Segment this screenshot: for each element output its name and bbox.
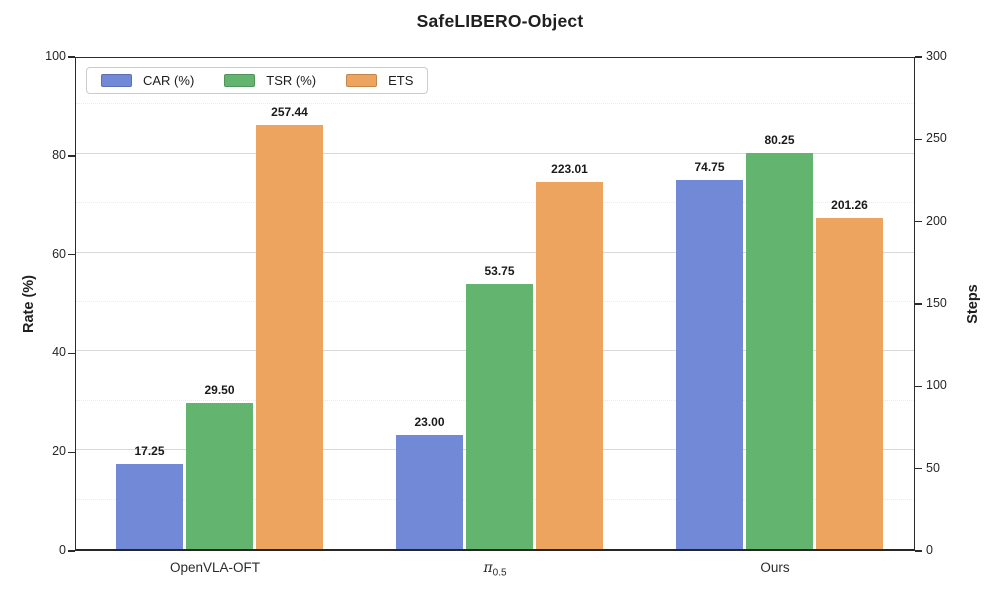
legend-item: ETS bbox=[346, 73, 413, 88]
ytick-label: 250 bbox=[926, 131, 947, 146]
legend-swatch bbox=[346, 74, 378, 87]
major-gridline bbox=[76, 152, 914, 154]
ytick-label: 50 bbox=[926, 460, 940, 475]
ytick-label: 150 bbox=[926, 296, 947, 310]
bar-tsr-1 bbox=[466, 283, 533, 549]
ytick-label: 20 bbox=[52, 444, 66, 459]
bar-value-label: 17.25 bbox=[134, 443, 165, 458]
ytick-label: 100 bbox=[45, 49, 66, 63]
ytick-label: 60 bbox=[52, 246, 66, 261]
plot-area: 17.25 23.00 74.75 29.50 53.75 80.25 257.44 223.… bbox=[75, 57, 915, 551]
xtick-label: OpenVLA-OFT bbox=[169, 560, 261, 575]
tick-mark bbox=[68, 253, 75, 256]
bar-value-label: 257.44 bbox=[271, 105, 308, 120]
major-gridline bbox=[76, 251, 914, 253]
tick-mark bbox=[68, 550, 75, 552]
tick-mark bbox=[68, 352, 75, 355]
bar-ets-0 bbox=[256, 125, 323, 549]
legend-swatch bbox=[101, 74, 132, 87]
ytick-label: 200 bbox=[926, 213, 947, 228]
bar-car-0 bbox=[116, 463, 183, 549]
bar-value-label: 53.75 bbox=[484, 263, 515, 278]
bar-value-label: 29.50 bbox=[204, 383, 235, 398]
bar-car-2 bbox=[676, 179, 743, 549]
ytick-label: 100 bbox=[926, 378, 947, 393]
tick-mark bbox=[68, 56, 75, 58]
bar-car-1 bbox=[396, 435, 463, 549]
bar-ets-2 bbox=[816, 217, 883, 549]
legend-label: TSR (%) bbox=[266, 73, 317, 88]
ytick-label: 80 bbox=[52, 147, 66, 162]
xtick-label: Ours bbox=[760, 560, 790, 575]
tick-mark bbox=[915, 550, 922, 552]
tick-mark bbox=[915, 467, 922, 470]
bar-value-label: 201.26 bbox=[831, 197, 868, 212]
legend-item: CAR (%) bbox=[101, 73, 194, 88]
legend: CAR (%) TSR (%) ETS bbox=[86, 67, 429, 94]
xtick-label: π0.5 bbox=[483, 560, 507, 579]
bar-value-label: 74.75 bbox=[694, 159, 725, 174]
chart-title: SafeLIBERO-Object bbox=[416, 11, 584, 31]
legend-label: ETS bbox=[388, 73, 414, 88]
bar-value-label: 223.01 bbox=[551, 161, 588, 176]
ytick-label: 300 bbox=[926, 49, 947, 63]
left-axis-title: Rate (%) bbox=[21, 274, 37, 334]
bar-value-label: 80.25 bbox=[764, 132, 795, 147]
tick-mark bbox=[915, 56, 922, 58]
bar-value-label: 23.00 bbox=[414, 415, 445, 430]
ytick-label: 0 bbox=[926, 543, 933, 557]
tick-mark bbox=[915, 385, 922, 388]
bar-ets-1 bbox=[536, 181, 603, 549]
tick-mark bbox=[915, 220, 922, 223]
minor-gridline bbox=[76, 202, 914, 204]
legend-label: CAR (%) bbox=[143, 73, 195, 88]
tick-mark bbox=[915, 138, 922, 141]
tick-mark bbox=[915, 303, 922, 305]
tick-mark bbox=[68, 451, 75, 453]
legend-item: TSR (%) bbox=[224, 73, 316, 88]
tick-mark bbox=[68, 155, 75, 157]
ytick-label: 0 bbox=[59, 543, 66, 557]
legend-swatch bbox=[224, 74, 256, 87]
bar-tsr-2 bbox=[746, 152, 813, 549]
right-axis-title: Steps bbox=[965, 284, 981, 324]
bar-tsr-0 bbox=[186, 403, 253, 549]
ytick-label: 40 bbox=[52, 345, 66, 360]
minor-gridline bbox=[76, 103, 914, 105]
